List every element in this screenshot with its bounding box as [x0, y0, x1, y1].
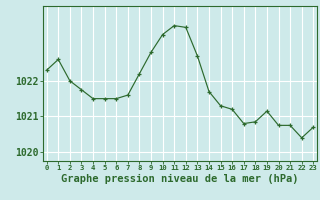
X-axis label: Graphe pression niveau de la mer (hPa): Graphe pression niveau de la mer (hPa)	[61, 174, 299, 184]
